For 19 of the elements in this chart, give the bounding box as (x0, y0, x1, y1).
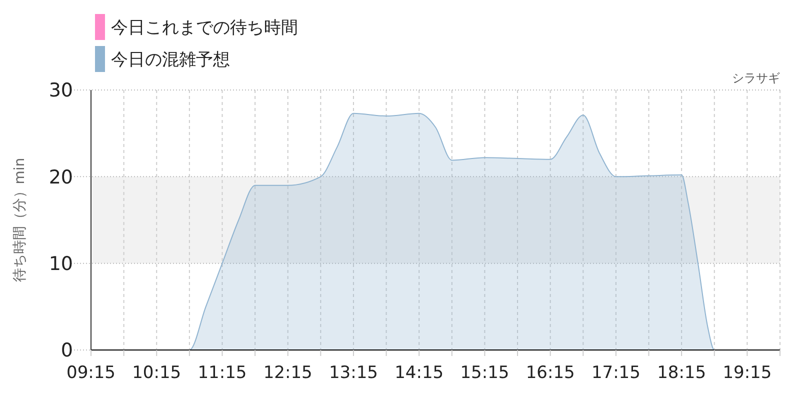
y-tick-label: 10 (48, 252, 73, 275)
x-tick-label: 18:15 (657, 363, 706, 383)
y-axis-title: 待ち時間（分）min (12, 158, 28, 282)
x-tick-label: 19:15 (722, 363, 772, 383)
x-tick-label: 14:15 (394, 363, 444, 383)
legend-label: 今日の混雑予想 (111, 50, 230, 70)
y-tick-label: 30 (48, 80, 73, 102)
x-tick-label: 09:15 (66, 363, 116, 383)
x-tick-label: 10:15 (132, 363, 182, 383)
text: シラサギ (732, 71, 780, 85)
legend-label: 今日これまでの待ち時間 (111, 18, 298, 38)
x-tick-label: 12:15 (263, 363, 312, 383)
x-tick-label: 16:15 (526, 363, 575, 383)
y-tick-label: 0 (60, 340, 73, 362)
x-tick-label: 15:15 (460, 363, 510, 383)
y-tick-label: 20 (48, 166, 73, 188)
x-tick-label: 17:15 (591, 363, 640, 383)
x-tick-label: 11:15 (198, 363, 247, 383)
x-tick-label: 13:15 (328, 363, 378, 383)
